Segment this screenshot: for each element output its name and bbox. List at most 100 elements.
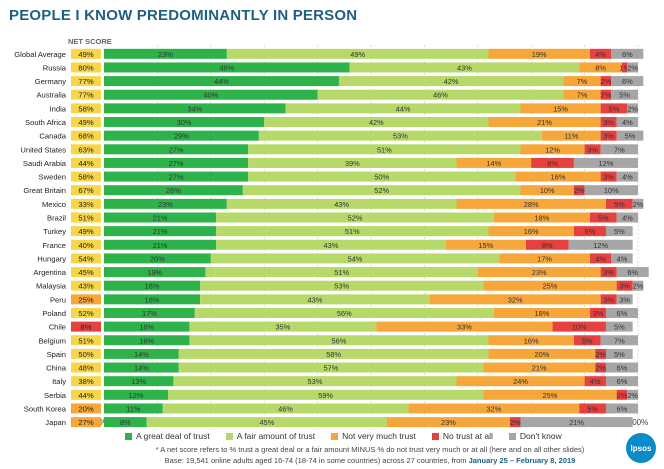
net-score-value: 48% [78, 364, 93, 373]
bar-segment [632, 280, 644, 291]
bar-segment [408, 403, 580, 414]
bar-value-label: 11% [126, 404, 141, 413]
bar-segment [488, 226, 574, 237]
bar-segment [178, 362, 484, 373]
bar-segment [178, 348, 489, 359]
category-label: Turkey [43, 227, 66, 236]
bar-value-label: 2% [601, 77, 612, 86]
net-score-cell [71, 335, 101, 346]
category-label: Canada [39, 132, 66, 141]
bar-segment [616, 267, 649, 278]
bar-value-label: 21% [537, 118, 552, 127]
bar-value-label: 7% [577, 77, 588, 86]
net-score-value: 49% [78, 118, 93, 127]
net-score-cell [71, 239, 101, 250]
bar-segment [104, 294, 201, 305]
bar-segment [616, 212, 638, 223]
bar-segment [584, 185, 638, 196]
bar-segment [104, 117, 265, 128]
bar-value-label: 12% [599, 159, 614, 168]
bar-value-label: 2% [595, 364, 606, 373]
bar-segment [483, 362, 596, 373]
bar-segment [616, 171, 638, 182]
net-score-cell [71, 89, 101, 100]
bar-segment [205, 267, 478, 278]
bar-segment [520, 144, 585, 155]
bar-value-label: 6% [622, 50, 633, 59]
bar-segment [248, 144, 521, 155]
bar-value-label: 11% [564, 132, 579, 141]
category-label: Serbia [44, 391, 67, 400]
net-score-value: 49% [78, 50, 93, 59]
bar-segment [189, 321, 377, 332]
net-score-value: 77% [78, 77, 93, 86]
bar-value-label: 4% [595, 254, 606, 263]
bar-segment [168, 389, 484, 400]
bar-value-label: 20% [534, 350, 549, 359]
net-score-value: 27% [78, 418, 93, 427]
bar-value-label: 43% [324, 241, 339, 250]
bar-segment [104, 157, 249, 168]
bar-value-label: 6% [617, 364, 628, 373]
bar-segment [104, 335, 190, 346]
bar-segment [611, 253, 633, 264]
bar-segment [605, 362, 638, 373]
bar-value-label: 44% [214, 77, 229, 86]
bar-value-label: 23% [532, 268, 547, 277]
net-score-value: 54% [78, 254, 93, 263]
bar-value-label: 17% [537, 254, 552, 263]
bar-value-label: 6% [585, 227, 596, 236]
category-label: Australia [36, 91, 66, 100]
footnote-base-text: Base: 19,541 online adults aged 16-74 (1… [164, 456, 469, 465]
bar-segment [104, 280, 201, 291]
legend-item: A great deal of trust [125, 431, 210, 441]
bar-value-label: 17% [142, 309, 157, 318]
net-score-cell [71, 117, 101, 128]
bar-segment [605, 198, 633, 209]
bar-segment [104, 389, 169, 400]
net-score-cell [71, 280, 101, 291]
category-label: India [50, 104, 67, 113]
net-score-value: 40% [78, 241, 93, 250]
bar-value-label: 3% [603, 295, 614, 304]
bar-value-label: 42% [444, 77, 459, 86]
bar-value-label: 40% [203, 91, 218, 100]
bar-value-label: 21% [153, 227, 168, 236]
bar-value-label: 14% [134, 350, 149, 359]
category-label: Peru [50, 295, 66, 304]
bar-value-label: 6% [622, 77, 633, 86]
bar-segment [515, 171, 601, 182]
bar-value-label: 4% [595, 50, 606, 59]
bar-segment [600, 117, 617, 128]
legend-swatch [225, 432, 233, 440]
bar-value-label: 12% [593, 241, 608, 250]
bar-segment [376, 321, 553, 332]
bar-value-label: 13% [131, 377, 146, 386]
bar-segment [584, 144, 601, 155]
bar-segment [568, 239, 633, 250]
bar-segment [104, 239, 217, 250]
bar-segment [627, 62, 638, 73]
bar-segment [104, 144, 249, 155]
bar-value-label: 23% [158, 50, 173, 59]
net-score-value: 49% [78, 227, 93, 236]
bar-segment [563, 76, 601, 87]
bar-value-label: 21% [153, 241, 168, 250]
bar-segment [573, 335, 601, 346]
bar-value-label: 23% [441, 418, 456, 427]
net-score-value: 38% [78, 377, 93, 386]
bar-value-label: 2% [627, 104, 638, 113]
legend-swatch [431, 432, 439, 440]
footnote-definition: * A net score refers to % trust a great … [155, 445, 585, 454]
bar-value-label: 51% [334, 268, 349, 277]
bar-segment [338, 76, 564, 87]
bar-value-label: 8% [120, 418, 131, 427]
net-score-cell [71, 389, 101, 400]
bar-value-label: 10% [604, 186, 619, 195]
net-score-cell [71, 417, 101, 428]
bar-value-label: 18% [534, 309, 549, 318]
bar-value-label: 53% [393, 132, 408, 141]
bar-value-label: 24% [513, 377, 528, 386]
chart-title: PEOPLE I KNOW PREDOMINANTLY IN PERSON [9, 7, 358, 24]
bar-value-label: 21% [153, 214, 168, 223]
